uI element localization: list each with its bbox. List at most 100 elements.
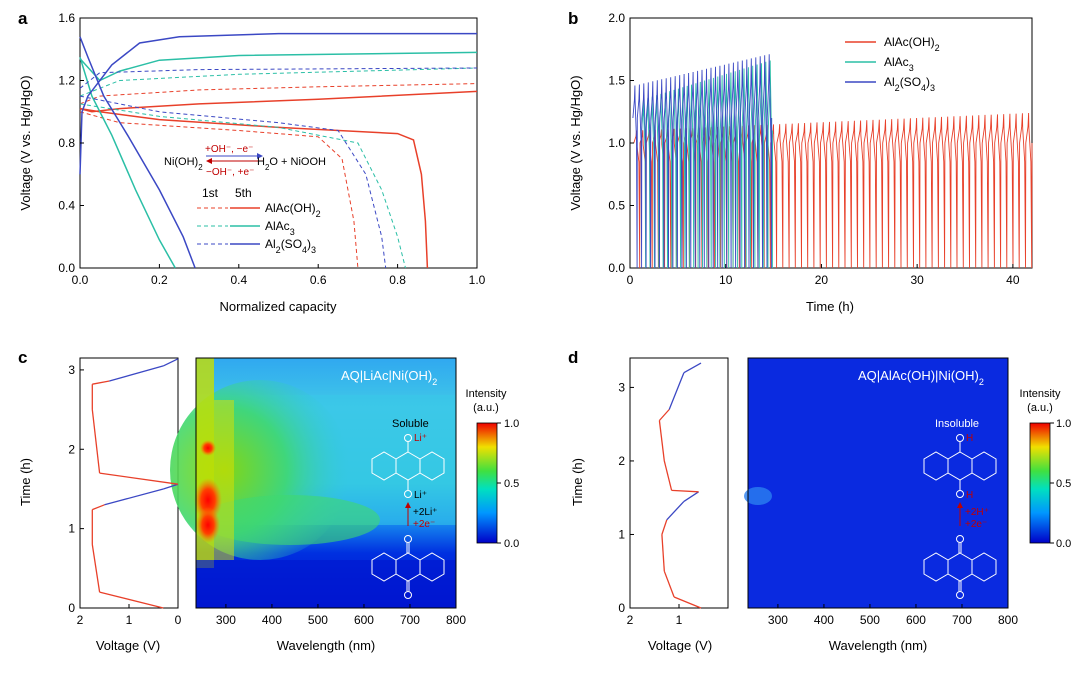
x-a-tick-label-1: 0.2 <box>151 273 168 287</box>
colorbar-unit-c: (a.u.) <box>473 402 499 414</box>
heatmap-c-green-region-2 <box>200 495 380 545</box>
voltage-segment-3-7 <box>663 460 673 491</box>
y-b-tick-label-0: 0.0 <box>608 261 625 275</box>
heatmap-d-faint-spot <box>744 487 772 505</box>
t-2-tick-label-3: 3 <box>68 363 75 377</box>
voltage-ticks-c: 2 1 0 <box>77 604 182 627</box>
voltage-segment-3-2 <box>661 534 665 572</box>
series-line-a-1 <box>79 107 429 269</box>
reaction-left: Ni(OH)2 <box>164 156 203 172</box>
x-axis-label-c: Wavelength (nm) <box>277 638 376 653</box>
t-3-tick-label-3: 3 <box>618 380 625 394</box>
panel-b: b 0 10 20 30 40 0.0 0.5 1.0 1.5 2.0 Time (h) Vol… <box>568 9 1033 314</box>
t-3-tick-label-0: 0 <box>618 601 625 615</box>
legend-label-b-alac3: AlAc3 <box>884 55 914 73</box>
x-axis-label-a: Normalized capacity <box>219 299 337 314</box>
reaction-arrowhead-backward <box>206 158 212 164</box>
panel-label-a: a <box>18 9 28 28</box>
series-line-b-0 <box>633 112 1033 269</box>
y-axis-label-c: Time (h) <box>18 458 33 506</box>
legend-label-alacoh: AlAc(OH)2 <box>265 201 321 219</box>
heatmap-title-c: AQ|LiAc|Ni(OH)2 <box>341 368 437 387</box>
ring-left-top-c <box>371 451 397 481</box>
legend-header-5th: 5th <box>235 186 252 200</box>
voltage-segment-2-11 <box>163 358 179 367</box>
voltage-frame-d <box>629 357 729 609</box>
series-line-a-6 <box>79 67 478 97</box>
time-ticks-c: 0 1 2 3 <box>68 363 84 615</box>
series-group-b <box>632 54 1033 269</box>
reaction-scheme: Ni(OH)2 +OH⁻, −e⁻ −OH⁻, +e⁻ H2O + NiOOH <box>164 144 326 178</box>
step-e-c: +2e⁻ <box>413 519 435 530</box>
series-line-a-9 <box>79 36 196 269</box>
colorbar-tick-c-2: 0.5 <box>504 478 519 490</box>
reaction-backward: −OH⁻, +e⁻ <box>206 167 254 178</box>
ring-right-aq-c <box>419 552 445 582</box>
series-line-a-5 <box>79 56 176 269</box>
x-a-tick-label-5: 1.0 <box>469 273 486 287</box>
v-2-tick-label-2: 0 <box>175 613 182 627</box>
y-b-tick-label-3: 1.5 <box>608 74 625 88</box>
t-2-tick-label-2: 2 <box>68 442 75 456</box>
x-a-tick-label-2: 0.4 <box>230 273 247 287</box>
v-3-tick-label-0: 2 <box>627 613 634 627</box>
x-ticks-b: 0 10 20 30 40 <box>627 264 1020 287</box>
heatmap-c-hotspot-2 <box>196 507 220 543</box>
colorbar-unit-d: (a.u.) <box>1027 402 1053 414</box>
panel-label-d: d <box>568 348 578 367</box>
cation-bottom-d: H <box>966 490 973 501</box>
heatmap-d-frame <box>747 357 1009 609</box>
legend-label-b-also4: Al2(SO4)3 <box>884 75 935 93</box>
v-3-tick-label-1: 1 <box>676 613 683 627</box>
v-2-tick-label-0: 2 <box>77 613 84 627</box>
wl-2-tick-label-5: 800 <box>446 613 466 627</box>
panel-label-c: c <box>18 348 27 367</box>
y-a-tick-label-4: 1.6 <box>58 11 75 25</box>
colorbar-tick-c-3: 0.0 <box>504 538 519 550</box>
series-line-a-11 <box>79 95 387 269</box>
molecule-structure-c: Soluble Li⁺ Li⁺ +2Li⁺ +2e⁻ <box>371 418 445 599</box>
x-ticks-d: 300 400 500 600 700 800 <box>768 604 1018 627</box>
wl-3-tick-label-1: 400 <box>814 613 834 627</box>
heatmap-title-d: AQ|AlAc(OH)|Ni(OH)2 <box>858 368 984 387</box>
state-label-c: Soluble <box>392 418 429 430</box>
step-ion-d: +2H⁺ <box>965 507 989 518</box>
voltage-segment-3-9 <box>658 409 670 421</box>
legend-label-also4: Al2(SO4)3 <box>265 237 316 255</box>
ring-right-top-c <box>419 451 445 481</box>
legend-b: AlAc(OH)2 AlAc3 Al2(SO4)3 <box>845 35 940 93</box>
voltage-axis-label-c: Voltage (V) <box>96 638 160 653</box>
oxygen-top-c <box>404 434 412 442</box>
t-3-tick-label-2: 2 <box>618 454 625 468</box>
voltage-segment-2-3 <box>92 504 105 511</box>
colorbar-tick-c-1: 1.0 <box>504 418 519 430</box>
reaction-right: H2O + NiOOH <box>257 156 326 172</box>
cation-top-c: Li⁺ <box>414 433 427 444</box>
legend-label-b-alacoh: AlAc(OH)2 <box>884 35 940 53</box>
x-axis-label-b: Time (h) <box>806 299 854 314</box>
y-a-tick-label-2: 0.8 <box>58 136 75 150</box>
wl-2-tick-label-0: 300 <box>216 613 236 627</box>
voltage-segment-2-4 <box>104 488 164 506</box>
series-line-a-7 <box>79 103 406 269</box>
voltage-segment-2-5 <box>163 483 179 490</box>
step-ion-c: +2Li⁺ <box>413 507 437 518</box>
oxygen-bottom-c <box>404 490 412 498</box>
wl-2-tick-label-1: 400 <box>262 613 282 627</box>
voltage-segment-2-7 <box>91 409 101 474</box>
panel-a: a 0.0 0.2 0.4 0.6 0.8 1.0 0.0 0.4 0.8 1.2 1.6 Nor… <box>18 9 486 314</box>
y-ticks-b: 0.0 0.5 1.0 1.5 2.0 <box>608 11 634 275</box>
voltage-segment-2-1 <box>91 544 101 593</box>
y-axis-label-a: Voltage (V vs. Hg/HgO) <box>18 75 33 210</box>
molecule-structure-d: Insoluble H H +2H⁺ +2e⁻ <box>923 418 997 599</box>
y-b-tick-label-2: 1.0 <box>608 136 625 150</box>
panel-label-b: b <box>568 9 578 28</box>
voltage-axis-label-d: Voltage (V) <box>648 638 712 653</box>
v-2-tick-label-1: 1 <box>126 613 133 627</box>
voltage-segment-2-10 <box>109 365 164 382</box>
y-a-tick-label-0: 0.0 <box>58 261 75 275</box>
y-b-tick-label-4: 2.0 <box>608 11 625 25</box>
